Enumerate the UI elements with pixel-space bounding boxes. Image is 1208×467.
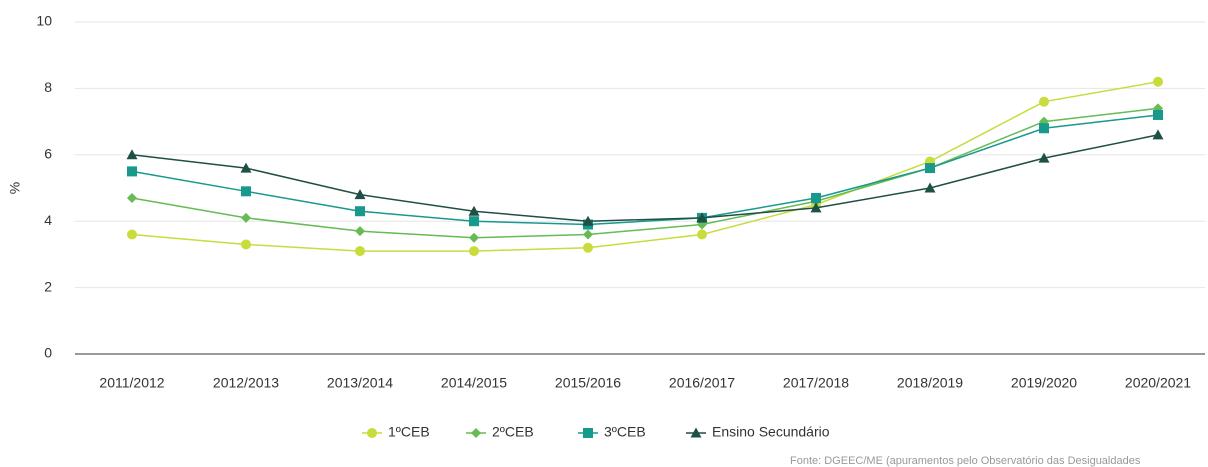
legend-label: Ensino Secundário bbox=[712, 424, 830, 440]
legend-label: 2ºCEB bbox=[492, 424, 534, 440]
y-tick-label: 4 bbox=[44, 212, 52, 228]
x-tick-label: 2018/2019 bbox=[897, 375, 963, 391]
x-tick-label: 2019/2020 bbox=[1011, 375, 1077, 391]
data-point bbox=[1152, 129, 1164, 140]
x-tick-label: 2011/2012 bbox=[99, 375, 164, 391]
y-tick-label: 2 bbox=[44, 278, 52, 294]
data-point bbox=[127, 192, 137, 203]
x-tick-label: 2017/2018 bbox=[783, 375, 849, 391]
data-point bbox=[925, 163, 935, 174]
data-point bbox=[811, 192, 821, 203]
legend-label: 3ºCEB bbox=[604, 424, 646, 440]
data-point bbox=[697, 229, 707, 240]
x-tick-label: 2020/2021 bbox=[1125, 375, 1191, 391]
y-tick-label: 8 bbox=[44, 79, 52, 95]
data-point bbox=[1153, 76, 1163, 87]
data-point bbox=[1153, 109, 1163, 120]
source-note: Fonte: DGEEC/ME (apuramentos pelo Observ… bbox=[790, 455, 1141, 467]
y-tick-label: 6 bbox=[44, 146, 52, 162]
legend-marker bbox=[367, 428, 377, 438]
series-line bbox=[131, 134, 1159, 222]
legend-marker bbox=[471, 428, 481, 438]
data-point bbox=[583, 229, 593, 240]
data-point bbox=[582, 215, 594, 226]
data-point bbox=[241, 186, 251, 197]
x-tick-label: 2014/2015 bbox=[441, 375, 507, 391]
series-line bbox=[131, 114, 1159, 226]
x-tick-label: 2016/2017 bbox=[669, 375, 735, 391]
data-point bbox=[468, 205, 480, 216]
data-point bbox=[354, 189, 366, 200]
y-tick-label: 10 bbox=[36, 13, 52, 29]
x-tick-label: 2015/2016 bbox=[555, 375, 621, 391]
x-tick-label: 2013/2014 bbox=[327, 375, 393, 391]
data-point bbox=[1039, 123, 1049, 134]
data-point bbox=[241, 212, 251, 223]
legend-marker bbox=[583, 428, 593, 438]
data-point bbox=[355, 226, 365, 237]
y-tick-label: 0 bbox=[44, 345, 52, 361]
x-tick-label: 2012/2013 bbox=[213, 375, 279, 391]
data-point bbox=[696, 212, 708, 223]
data-point bbox=[127, 229, 137, 240]
data-point bbox=[355, 206, 365, 217]
data-point bbox=[127, 166, 137, 177]
data-point bbox=[355, 246, 365, 257]
data-point bbox=[1038, 152, 1050, 163]
data-point bbox=[924, 182, 936, 193]
legend-marker bbox=[690, 427, 702, 438]
data-point bbox=[469, 246, 479, 257]
data-point bbox=[1039, 96, 1049, 107]
data-point bbox=[469, 216, 479, 227]
data-point bbox=[810, 202, 822, 213]
data-point bbox=[583, 242, 593, 253]
data-point bbox=[469, 232, 479, 243]
series-line bbox=[131, 81, 1159, 252]
data-point bbox=[126, 149, 138, 160]
data-point bbox=[240, 162, 252, 173]
data-point bbox=[241, 239, 251, 250]
series-line bbox=[131, 107, 1159, 239]
y-axis-label: % bbox=[7, 182, 23, 194]
legend-label: 1ºCEB bbox=[388, 424, 430, 440]
